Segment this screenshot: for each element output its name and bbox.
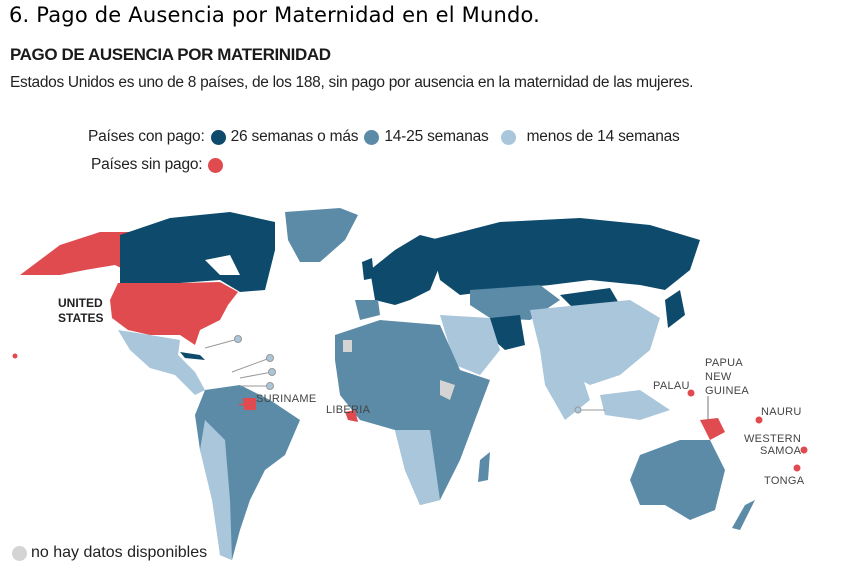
legend-label-14-25: 14-25 semanas (384, 128, 489, 145)
legend-dot-under14 (500, 129, 516, 145)
nauru-dot (755, 416, 763, 424)
label-suriname: SURINAME (256, 393, 316, 405)
australia (630, 440, 725, 520)
tonga-dot (793, 464, 801, 472)
suriname (243, 398, 256, 410)
africa (335, 320, 490, 505)
legend-dot-14-25 (364, 129, 380, 145)
uk (362, 258, 374, 280)
iberia (355, 300, 380, 320)
mexico (118, 330, 205, 395)
legend-dot-unpaid (208, 157, 224, 173)
liberia (345, 410, 358, 422)
indonesia (600, 390, 670, 420)
label-nauru: NAURU (761, 406, 802, 418)
samoa-dot (800, 446, 808, 454)
label-png-3: GUINEA (705, 385, 749, 397)
new-zealand (732, 500, 755, 530)
legend-nodata-label: no hay datos disponibles (31, 544, 208, 561)
label-us-1: UNITED (58, 296, 103, 310)
label-png-2: NEW (705, 371, 732, 383)
legend-paid: Países con pago: 26 semanas o más 14-25 … (88, 128, 680, 146)
united-states (110, 282, 238, 345)
hawaii-dot (12, 353, 18, 359)
cuba (180, 352, 205, 360)
caribbean-callouts (204, 335, 605, 414)
legend-nodata: no hay datos disponibles (12, 544, 207, 562)
legend-dot-nodata (12, 545, 27, 561)
legend-paid-label: Países con pago: (88, 128, 205, 145)
no-data-region (440, 380, 455, 400)
russia (430, 218, 700, 295)
legend-label-under14: menos de 14 semanas (526, 128, 680, 145)
map-subtitle: Estados Unidos es uno de 8 países, de lo… (10, 74, 694, 91)
label-us-2: STATES (58, 311, 104, 325)
palau-dot (687, 389, 695, 397)
map-title: PAGO DE AUSENCIA POR MATERINIDAD (10, 45, 331, 64)
world-map: UNITED STATES SURINAME LIBERIA PALAU PAP… (12, 208, 808, 560)
europe (370, 235, 440, 305)
slide-title: 6. Pago de Ausencia por Maternidad en el… (9, 3, 541, 27)
canada (120, 212, 275, 292)
alaska (20, 232, 140, 275)
label-palau: PALAU (653, 380, 690, 392)
japan (665, 290, 685, 328)
india (540, 350, 590, 420)
no-data-region (343, 340, 352, 352)
legend-label-26plus: 26 semanas o más (230, 128, 359, 145)
label-liberia: LIBERIA (326, 404, 371, 416)
legend-dot-26plus (210, 129, 226, 145)
label-samoa-2: SAMOA (760, 445, 802, 457)
madagascar (478, 452, 490, 482)
legend-unpaid-label: Países sin pago: (91, 156, 203, 173)
legend-unpaid: Países sin pago: (91, 156, 228, 174)
papua-new-guinea (700, 418, 725, 440)
label-samoa-1: WESTERN (744, 433, 801, 445)
label-png-1: PAPUA (705, 357, 743, 369)
greenland (285, 208, 358, 262)
label-tonga: TONGA (764, 475, 805, 487)
